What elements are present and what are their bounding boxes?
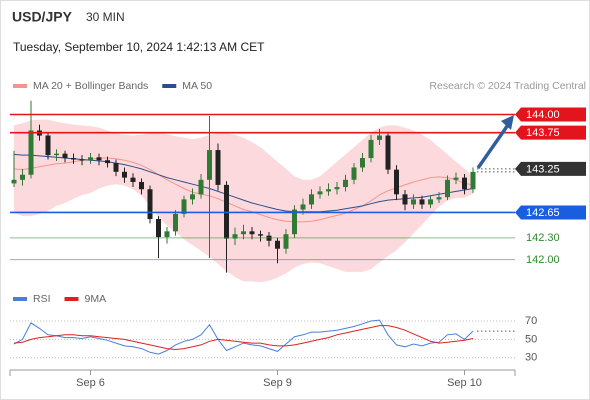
candle-body	[181, 199, 187, 214]
candle-body	[45, 135, 51, 156]
candle-body	[241, 231, 246, 235]
candle-body	[190, 194, 195, 200]
forecast-arrow-head	[501, 115, 514, 130]
x-tick-label: Sep 6	[76, 377, 105, 389]
candle-body	[88, 157, 93, 161]
candle-body	[20, 174, 25, 180]
level-label: 142.00	[526, 254, 560, 266]
candle-body	[453, 177, 459, 180]
candle-body	[275, 240, 280, 249]
forecast-arrow	[476, 121, 512, 169]
candle-body	[62, 153, 68, 159]
legend-swatch	[13, 297, 27, 301]
legend-label: MA 50	[182, 80, 212, 92]
rsi-tick-label: 70	[525, 315, 537, 327]
rsi-layer: RSI 9MA 70 50 30	[10, 293, 537, 364]
rsi-line	[13, 325, 474, 351]
x-tick-label: Sep 10	[447, 377, 482, 389]
candle-body	[122, 171, 127, 178]
candle-body	[385, 135, 391, 170]
candle-body	[173, 213, 178, 232]
candle-body	[11, 179, 17, 184]
candle-body	[470, 171, 476, 190]
level-tag	[515, 161, 586, 176]
candle-body	[326, 189, 331, 192]
legend-label: MA 20 + Bollinger Bands	[33, 80, 148, 92]
candle-body	[428, 199, 433, 205]
level-label: 142.30	[526, 232, 560, 244]
level-label: 143.75	[526, 127, 560, 139]
candle-body	[445, 179, 450, 198]
candle-body	[283, 234, 289, 249]
legend-label: 9MA	[85, 293, 107, 305]
candle-body	[360, 158, 365, 168]
legend-label: RSI	[33, 293, 51, 305]
level-tag	[515, 107, 586, 122]
candle-body	[292, 209, 297, 235]
candle-body	[105, 160, 110, 164]
legend-swatch	[162, 84, 177, 88]
candle-body	[96, 157, 102, 161]
candle-body	[462, 177, 467, 190]
rsi-line	[13, 319, 474, 355]
rsi-tick-label: 50	[525, 333, 537, 345]
bollinger-band	[14, 119, 473, 283]
candle-body	[198, 179, 204, 195]
candle-body	[317, 191, 323, 195]
candle-body	[54, 153, 59, 156]
level-label: 142.65	[526, 207, 560, 219]
level-label: 143.25	[526, 163, 560, 175]
candle-body	[215, 150, 221, 185]
candle-body	[343, 179, 348, 188]
levels-layer: 144.00 143.75 143.25 142.65 142.30 142.00	[10, 107, 586, 266]
candle-body	[139, 181, 144, 190]
candle-body	[113, 163, 119, 172]
candle-body	[377, 135, 382, 140]
level-tag	[515, 125, 586, 140]
candle-body	[309, 194, 314, 205]
interval: 30 MIN	[86, 10, 125, 24]
candles-layer	[11, 100, 476, 273]
legend-swatch	[64, 297, 79, 301]
x-axis: Sep 6 Sep 9 Sep 10	[9, 369, 516, 389]
level-tag	[515, 205, 586, 220]
candle-body	[232, 234, 238, 239]
candle-body	[249, 231, 255, 235]
candle-body	[164, 231, 170, 238]
candle-body	[28, 130, 34, 175]
rsi-tick-label: 30	[525, 352, 537, 364]
x-tick-label: Sep 9	[263, 377, 292, 389]
candle-body	[368, 139, 374, 159]
candle-body	[436, 197, 442, 200]
candle-body	[334, 187, 340, 190]
candle-body	[351, 167, 357, 180]
candle-body	[258, 234, 263, 236]
candle-body	[402, 194, 408, 205]
credit: Research © 2024 Trading Central	[429, 80, 586, 92]
legend-swatch	[13, 84, 27, 88]
bands-layer	[14, 119, 473, 283]
candle-body	[300, 204, 306, 210]
candle-body	[394, 169, 399, 195]
candle-body	[411, 199, 416, 205]
candle-body	[207, 150, 212, 180]
candle-body	[147, 189, 153, 219]
candle-body	[419, 199, 425, 205]
candle-body	[79, 159, 85, 161]
subtitle: Tuesday, September 10, 2024 1:42:13 AM C…	[13, 40, 265, 54]
candle-body	[130, 177, 136, 182]
candle-body	[71, 158, 76, 160]
chart-title: USD/JPY	[12, 9, 73, 25]
candle-body	[156, 218, 161, 238]
level-label: 144.00	[526, 109, 560, 121]
